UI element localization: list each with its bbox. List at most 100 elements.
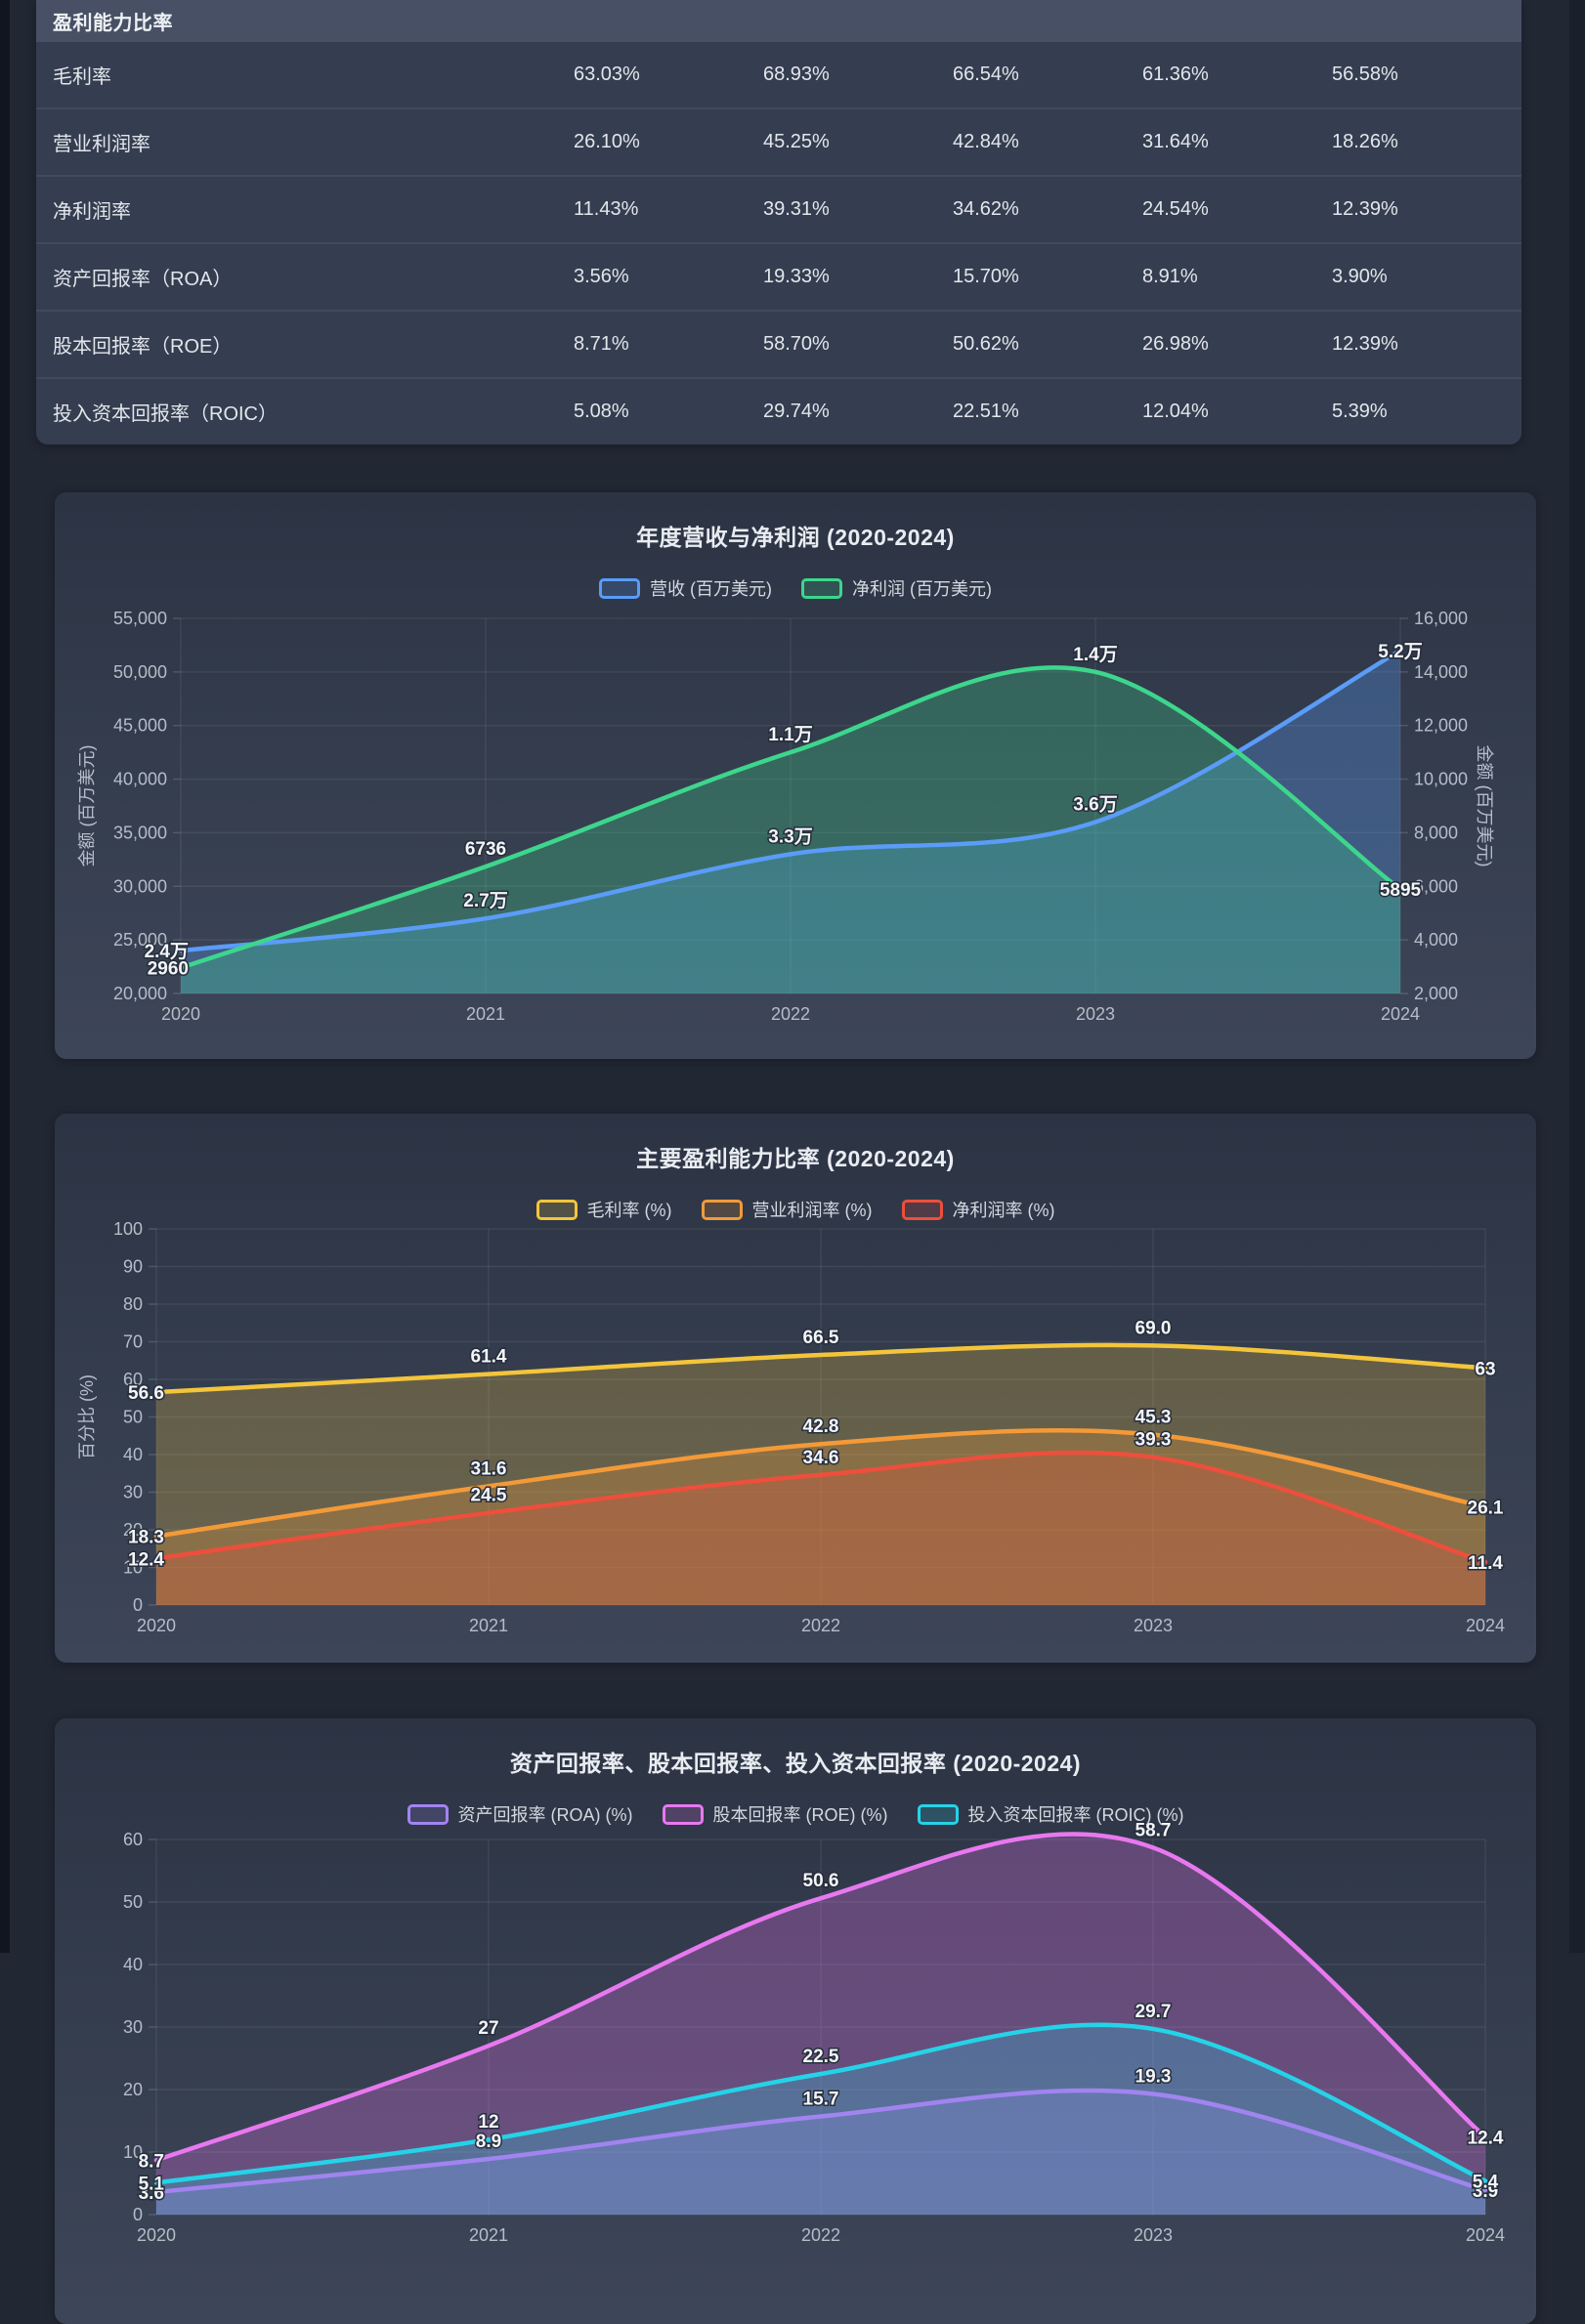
- chart-legend: 资产回报率 (ROA) (%) 股本回报率 (ROE) (%) 投入资本回报率 (R…: [55, 1801, 1536, 1827]
- svg-text:20: 20: [123, 1520, 143, 1540]
- table-row: 毛利率 63.03% 68.93% 66.54% 61.36% 56.58%: [36, 42, 1521, 107]
- legend-item[interactable]: 净利润率 (%): [901, 1197, 1055, 1222]
- legend-label: 资产回报率 (ROA) (%): [457, 1805, 633, 1825]
- legend-item[interactable]: 毛利率 (%): [535, 1197, 672, 1222]
- svg-text:2022: 2022: [771, 1004, 810, 1024]
- metric-value: 68.93%: [763, 63, 830, 85]
- svg-text:12.4: 12.4: [1468, 2129, 1504, 2149]
- legend-swatch-icon: [535, 1199, 578, 1220]
- legend-item[interactable]: 投入资本回报率 (ROIC) (%): [917, 1801, 1183, 1827]
- svg-text:60: 60: [123, 1830, 143, 1849]
- legend-swatch-icon: [901, 1199, 943, 1220]
- svg-text:3.9: 3.9: [1473, 2181, 1498, 2202]
- svg-text:50: 50: [123, 1408, 143, 1427]
- metric-value: 34.62%: [953, 198, 1019, 220]
- svg-text:60: 60: [123, 1370, 143, 1389]
- svg-text:35,000: 35,000: [113, 823, 167, 842]
- svg-text:2020: 2020: [137, 2225, 176, 2245]
- svg-text:31.6: 31.6: [471, 1458, 507, 1479]
- table-row: 投入资本回报率（ROIC） 5.08% 29.74% 22.51% 12.04% 5.39…: [36, 377, 1521, 444]
- svg-text:45.3: 45.3: [1135, 1408, 1172, 1428]
- svg-text:2024: 2024: [1466, 2225, 1505, 2245]
- svg-text:16,000: 16,000: [1414, 609, 1468, 628]
- svg-text:8.9: 8.9: [476, 2132, 501, 2152]
- svg-text:80: 80: [123, 1294, 143, 1314]
- svg-text:金额 (百万美元): 金额 (百万美元): [77, 745, 97, 867]
- metric-value: 3.90%: [1332, 266, 1388, 287]
- svg-text:20: 20: [123, 2080, 143, 2099]
- series-areas: [156, 1344, 1485, 1605]
- metric-value: 12.39%: [1332, 198, 1398, 220]
- svg-text:2.7万: 2.7万: [463, 891, 507, 911]
- metric-value: 42.84%: [953, 131, 1019, 152]
- svg-text:30,000: 30,000: [113, 876, 167, 896]
- svg-text:45,000: 45,000: [113, 716, 167, 736]
- svg-text:6,000: 6,000: [1414, 876, 1458, 896]
- metric-value: 26.98%: [1142, 333, 1209, 355]
- metric-value: 39.31%: [763, 198, 830, 220]
- svg-text:10: 10: [123, 2142, 143, 2162]
- svg-text:11.4: 11.4: [1468, 1553, 1503, 1574]
- profitability-ratios-chart-card: 主要盈利能力比率 (2020-2024) 毛利率 (%) 营业利润率 (%) 净利润…: [55, 1114, 1536, 1663]
- svg-text:26.1: 26.1: [1468, 1499, 1504, 1519]
- svg-text:100: 100: [113, 1219, 143, 1239]
- metric-label: 净利润率: [53, 201, 131, 223]
- svg-text:2020: 2020: [161, 1004, 200, 1024]
- svg-text:百分比 (%): 百分比 (%): [77, 1374, 97, 1459]
- x-axis-ticks: 2020 2021 2022 2023 2024: [137, 2225, 1505, 2245]
- svg-text:10,000: 10,000: [1414, 770, 1468, 789]
- svg-text:10: 10: [123, 1558, 143, 1578]
- table-row: 营业利润率 26.10% 45.25% 42.84% 31.64% 18.26%: [36, 107, 1521, 175]
- svg-text:8.7: 8.7: [139, 2151, 164, 2172]
- svg-text:70: 70: [123, 1332, 143, 1352]
- series-lines: [178, 648, 1403, 970]
- legend-item[interactable]: 资产回报率 (ROA) (%): [407, 1801, 633, 1827]
- svg-text:56.6: 56.6: [128, 1383, 164, 1404]
- svg-text:50: 50: [123, 1892, 143, 1912]
- svg-text:12,000: 12,000: [1414, 716, 1468, 736]
- legend-item[interactable]: 净利润 (百万美元): [801, 575, 992, 601]
- metric-value: 56.58%: [1332, 63, 1398, 85]
- svg-text:12.4: 12.4: [128, 1549, 164, 1570]
- svg-text:2021: 2021: [469, 1616, 508, 1635]
- metric-value: 12.39%: [1332, 333, 1398, 355]
- svg-text:0: 0: [133, 1595, 143, 1615]
- page-right-margin: [1569, 0, 1585, 1953]
- chart-title: 资产回报率、股本回报率、投入资本回报率 (2020-2024): [509, 1751, 1082, 1776]
- legend-item[interactable]: 股本回报率 (ROE) (%): [662, 1801, 888, 1827]
- metric-value: 45.25%: [763, 131, 830, 152]
- page-left-edge: [0, 0, 10, 1953]
- series-areas: [181, 650, 1400, 993]
- legend-label: 营业利润率 (%): [751, 1201, 873, 1220]
- y-axis-ticks: 0 10 20 30 40 50 60 70 80 90 100: [113, 1219, 143, 1615]
- svg-text:61.4: 61.4: [471, 1347, 507, 1368]
- svg-text:2023: 2023: [1076, 1004, 1115, 1024]
- svg-text:5.1: 5.1: [139, 2174, 165, 2194]
- svg-text:18.3: 18.3: [128, 1528, 164, 1548]
- svg-text:2022: 2022: [801, 2225, 840, 2245]
- svg-text:19.3: 19.3: [1135, 2066, 1172, 2087]
- svg-text:42.8: 42.8: [803, 1416, 839, 1437]
- svg-text:29.7: 29.7: [1135, 2002, 1172, 2022]
- legend-swatch-icon: [407, 1803, 449, 1825]
- revenue-netprofit-chart-card: 年度营收与净利润 (2020-2024) 营收 (百万美元) 净利润 (百万美元)…: [55, 492, 1536, 1059]
- series-areas: [156, 1834, 1485, 2215]
- svg-text:2022: 2022: [801, 1616, 840, 1635]
- svg-text:3.3万: 3.3万: [768, 826, 812, 847]
- data-labels: 56.6 61.4 66.5 69.0 63 18.3 31.6 42.8 45.3 26.1 12…: [127, 1317, 1506, 1576]
- svg-text:2960: 2960: [148, 959, 189, 980]
- svg-text:12: 12: [478, 2112, 498, 2133]
- svg-text:2021: 2021: [469, 2225, 508, 2245]
- metric-value: 8.91%: [1142, 266, 1198, 287]
- y-axis-ticks: 20,000 25,000 30,000 35,000 40,000 45,000 50,0…: [113, 609, 1468, 1003]
- svg-text:2020: 2020: [137, 1616, 176, 1635]
- metric-value: 63.03%: [574, 63, 640, 85]
- legend-item[interactable]: 营业利润率 (%): [701, 1197, 873, 1222]
- legend-item[interactable]: 营收 (百万美元): [599, 575, 772, 601]
- chart-title: 主要盈利能力比率 (2020-2024): [636, 1146, 955, 1171]
- svg-text:24.5: 24.5: [471, 1486, 507, 1506]
- table-body: 毛利率 63.03% 68.93% 66.54% 61.36% 56.58% 营业利润率 26…: [36, 42, 1521, 444]
- metric-label: 股本回报率（ROE）: [53, 336, 233, 358]
- metric-value: 61.36%: [1142, 63, 1209, 85]
